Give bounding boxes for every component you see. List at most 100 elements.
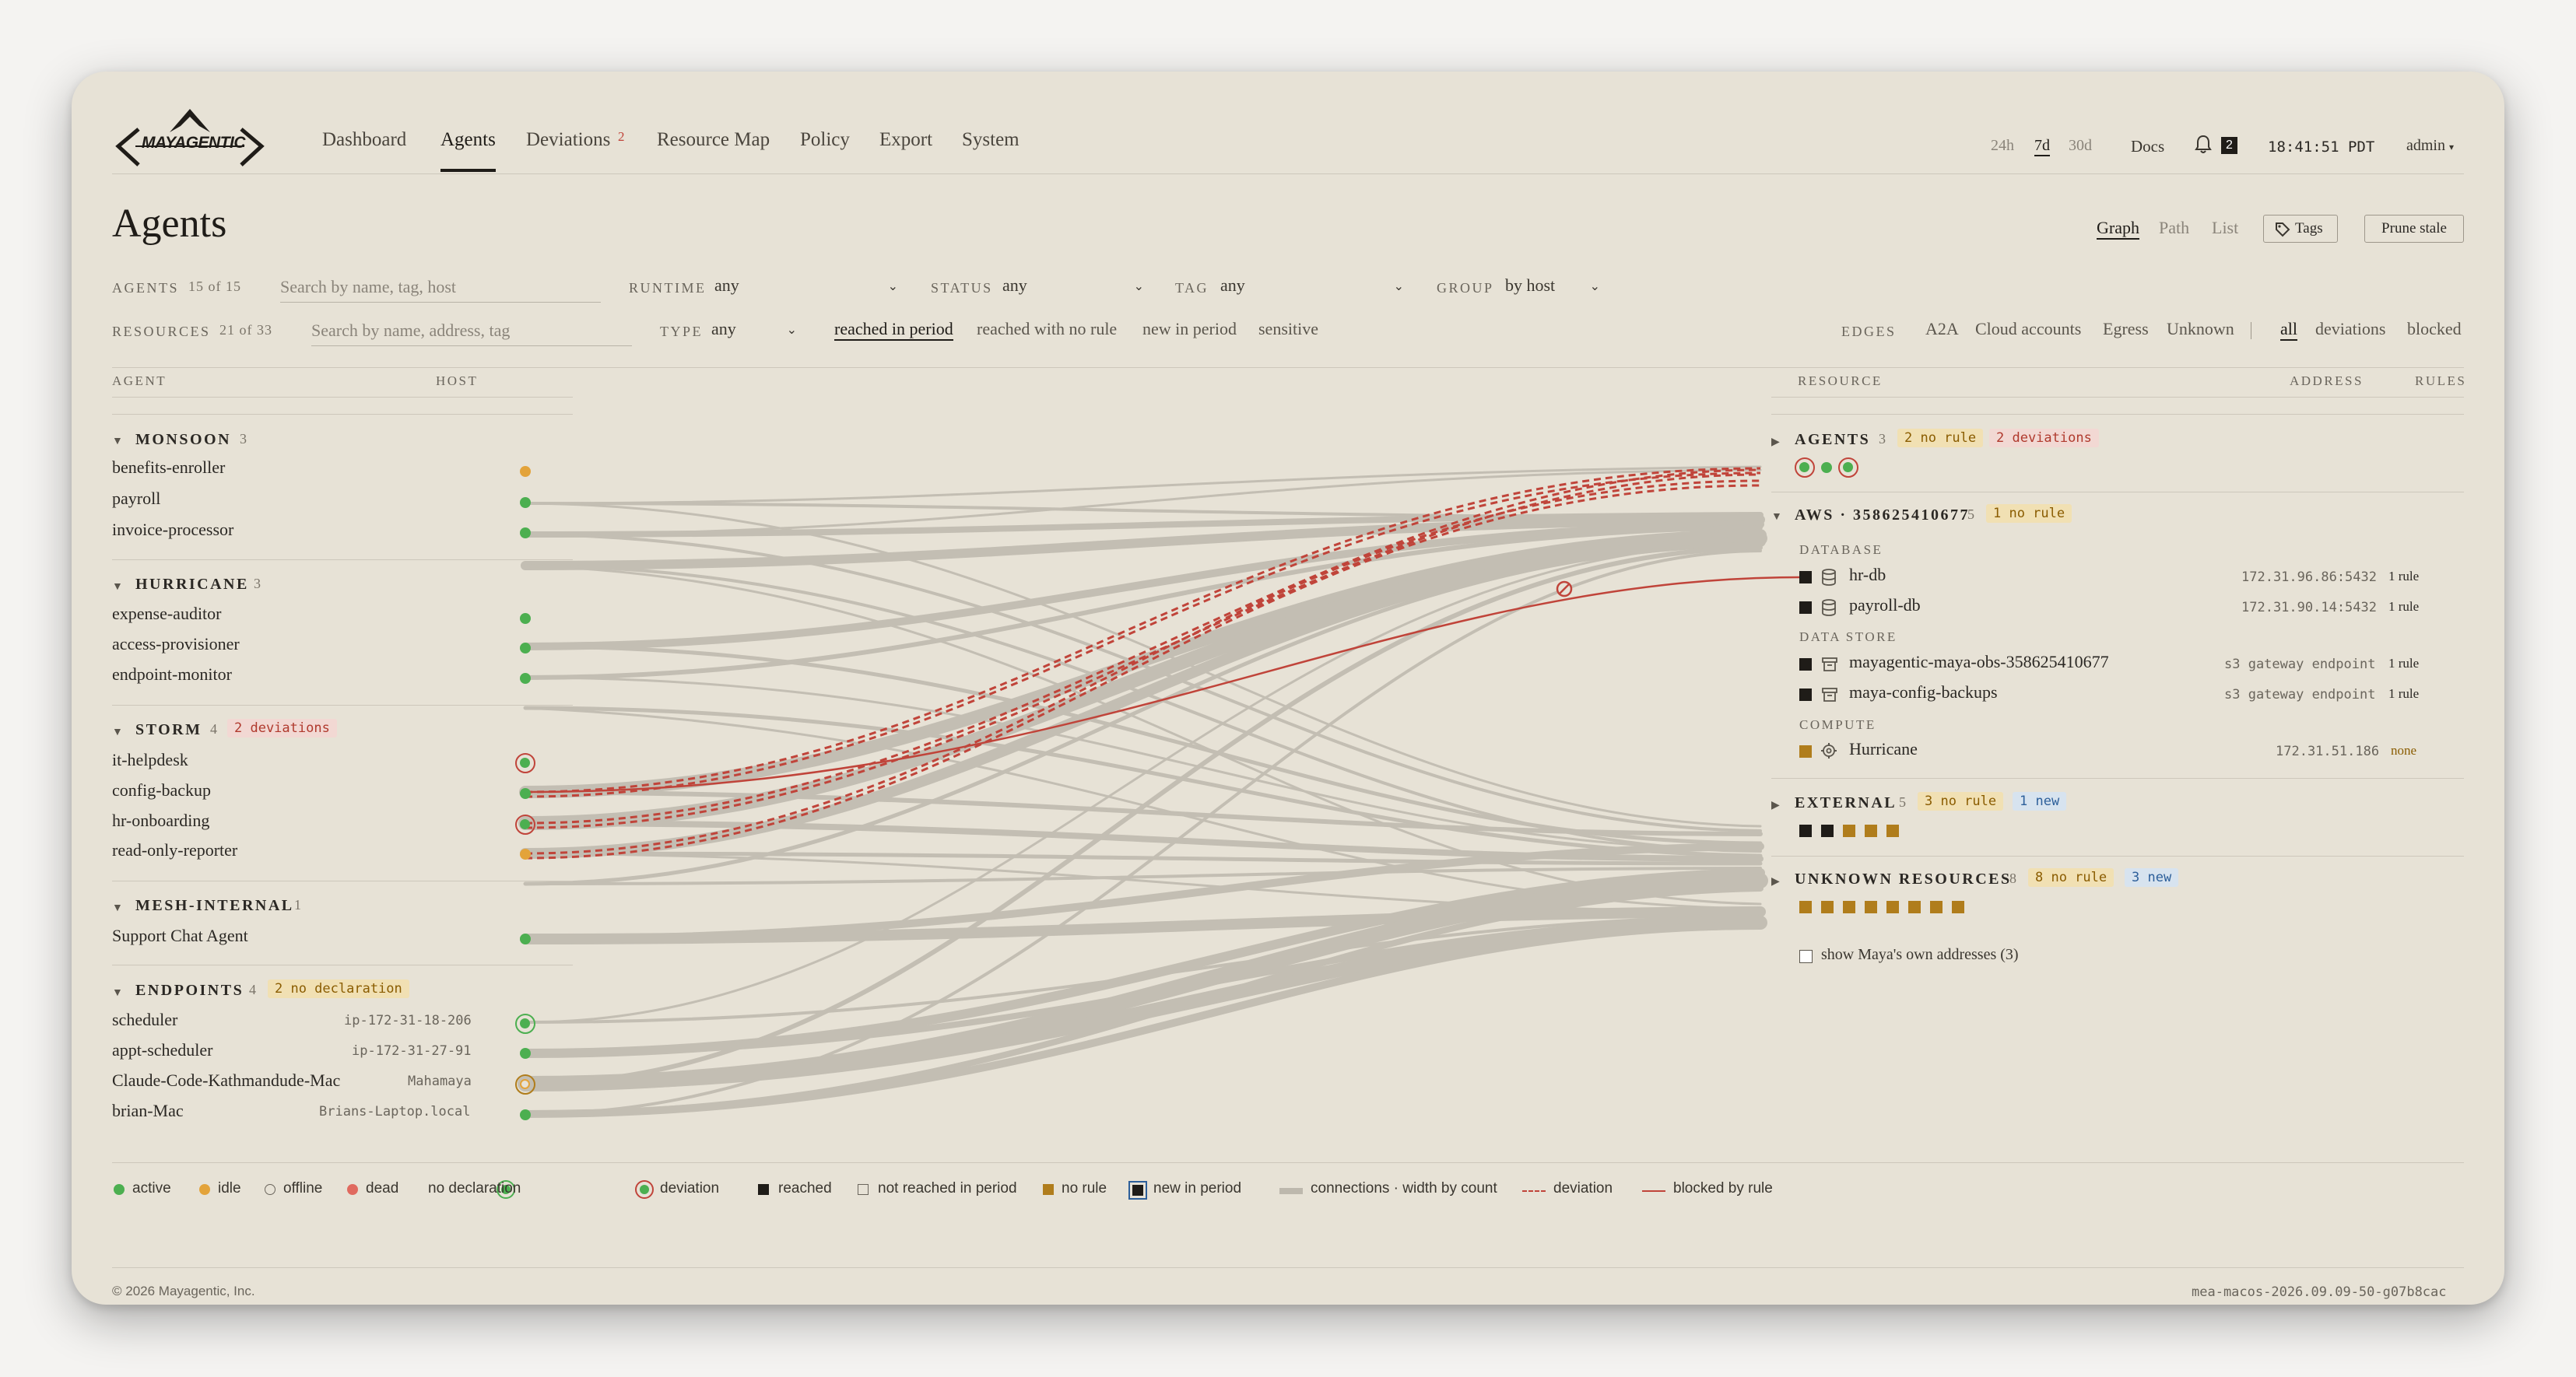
- status-active-dot: [520, 613, 531, 624]
- group-toggle-icon[interactable]: ▼: [112, 902, 123, 914]
- tab-reached-in-period[interactable]: reached in period: [834, 319, 953, 341]
- app-window: MAYAGENTIC Dashboard Agents Deviations 2…: [72, 72, 2504, 1305]
- agent-support-chat[interactable]: Support Chat Agent: [112, 926, 248, 945]
- agent-access-provisioner[interactable]: access-provisioner: [112, 634, 240, 653]
- group-toggle-icon[interactable]: ▼: [1771, 511, 1782, 523]
- legend-dead: dead: [366, 1180, 399, 1197]
- tag-select[interactable]: any ⌄: [1220, 275, 1404, 300]
- edge-type-unknown[interactable]: Unknown: [2167, 319, 2234, 338]
- tab-sensitive[interactable]: sensitive: [1258, 319, 1318, 338]
- agent-it-helpdesk[interactable]: it-helpdesk: [112, 750, 188, 769]
- reached-square: [1799, 688, 1812, 701]
- resource-maya-config-backups[interactable]: maya-config-backups: [1849, 682, 1998, 702]
- resource-maya-obs[interactable]: mayagentic-maya-obs-358625410677: [1849, 652, 2109, 671]
- legend-dead-dot: [347, 1184, 358, 1195]
- legend-idle-dot: [199, 1184, 210, 1195]
- edge-filter-blocked[interactable]: blocked: [2407, 319, 2462, 338]
- agent-scheduler[interactable]: scheduler: [112, 1010, 178, 1029]
- group-divider: [112, 705, 573, 706]
- time-range-7d[interactable]: 7d: [2034, 137, 2050, 156]
- no-rule-square: [1886, 901, 1899, 913]
- docs-link[interactable]: Docs: [2131, 137, 2165, 156]
- resource-hurricane[interactable]: Hurricane: [1849, 739, 1918, 759]
- resource-rules[interactable]: 1 rule: [2388, 656, 2420, 671]
- reached-square: [1821, 825, 1834, 837]
- tab-reached-no-rule[interactable]: reached with no rule: [977, 319, 1118, 338]
- agent-payroll[interactable]: payroll: [112, 489, 161, 508]
- nav-policy[interactable]: Policy: [800, 129, 850, 150]
- status-active-dot: [520, 1048, 531, 1059]
- resource-rules[interactable]: none: [2391, 743, 2417, 758]
- group-toggle-icon[interactable]: ▶: [1771, 800, 1780, 811]
- nav-dashboard[interactable]: Dashboard: [322, 129, 407, 150]
- agent-config-backup[interactable]: config-backup: [112, 780, 212, 800]
- group-count: 4: [210, 721, 218, 737]
- nav-agents[interactable]: Agents: [440, 129, 496, 150]
- view-path[interactable]: Path: [2159, 218, 2190, 237]
- resource-hr-db[interactable]: hr-db: [1849, 565, 1886, 584]
- group-toggle-icon[interactable]: ▼: [112, 581, 123, 593]
- no-rule-square: [1821, 901, 1834, 913]
- legend-no-declaration: no declaration: [428, 1180, 521, 1197]
- group-toggle-icon[interactable]: ▶: [1771, 876, 1780, 888]
- edge-type-egress[interactable]: Egress: [2103, 319, 2149, 338]
- show-own-addresses-checkbox[interactable]: [1799, 950, 1813, 963]
- edge-type-a2a[interactable]: A2A: [1925, 319, 1959, 338]
- edge-type-cloud-accounts[interactable]: Cloud accounts: [1975, 319, 2082, 338]
- agent-brian-mac[interactable]: brian-Mac: [112, 1101, 184, 1120]
- group-toggle-icon[interactable]: ▼: [112, 727, 123, 738]
- status-active-dot: [520, 497, 531, 508]
- legend-no-rule-square: [1043, 1184, 1054, 1195]
- show-own-addresses-label[interactable]: show Maya's own addresses (3): [1821, 946, 2019, 963]
- tab-new-in-period[interactable]: new in period: [1142, 319, 1237, 338]
- resources-search-input[interactable]: Search by name, address, tag: [311, 317, 632, 346]
- time-range-24h[interactable]: 24h: [1991, 137, 2014, 154]
- nav-export[interactable]: Export: [879, 129, 933, 150]
- resource-payroll-db[interactable]: payroll-db: [1849, 595, 1921, 615]
- status-select[interactable]: any ⌄: [1002, 275, 1144, 300]
- resource-address: 172.31.51.186: [2276, 744, 2380, 759]
- agent-endpoint-monitor[interactable]: endpoint-monitor: [112, 664, 232, 684]
- nav-system[interactable]: System: [962, 129, 1020, 150]
- agent-read-only-reporter[interactable]: read-only-reporter: [112, 840, 238, 860]
- resource-rules[interactable]: 1 rule: [2388, 599, 2420, 614]
- prune-stale-button[interactable]: Prune stale: [2364, 215, 2464, 243]
- nav-resource-map[interactable]: Resource Map: [657, 129, 770, 150]
- group-toggle-icon[interactable]: ▶: [1771, 436, 1780, 448]
- tags-button[interactable]: Tags: [2263, 215, 2338, 243]
- agent-claude-code-mac[interactable]: Claude-Code-Kathmandude-Mac: [112, 1070, 341, 1090]
- brand-logo[interactable]: MAYAGENTIC: [112, 100, 268, 174]
- nav-agents-underline: [440, 169, 496, 172]
- user-menu[interactable]: admin ▾: [2406, 137, 2454, 155]
- agents-search-input[interactable]: Search by name, tag, host: [280, 274, 601, 303]
- agent-appt-scheduler[interactable]: appt-scheduler: [112, 1040, 213, 1060]
- bell-icon[interactable]: [2195, 134, 2212, 154]
- runtime-select[interactable]: any ⌄: [714, 275, 898, 300]
- no-rule-badge: 1 no rule: [1986, 504, 2072, 523]
- agent-hr-onboarding[interactable]: hr-onboarding: [112, 811, 210, 830]
- status-deviation-ring: [515, 815, 535, 835]
- resources-filter-label: RESOURCES: [112, 324, 211, 339]
- legend-new: new in period: [1153, 1180, 1242, 1197]
- agent-expense-auditor[interactable]: expense-auditor: [112, 604, 222, 623]
- gear-icon: [1820, 742, 1837, 763]
- group-select[interactable]: by host ⌄: [1505, 275, 1600, 300]
- group-toggle-icon[interactable]: ▼: [112, 987, 123, 999]
- agent-invoice-processor[interactable]: invoice-processor: [112, 520, 234, 539]
- type-select[interactable]: any ⌄: [711, 319, 797, 344]
- edge-filter-deviations[interactable]: deviations: [2315, 319, 2386, 338]
- view-list[interactable]: List: [2212, 218, 2239, 237]
- resource-rules[interactable]: 1 rule: [2388, 686, 2420, 701]
- resource-rules[interactable]: 1 rule: [2388, 569, 2420, 583]
- agent-node-ring: [1795, 457, 1815, 478]
- chevron-down-icon: ⌄: [887, 280, 898, 293]
- status-label: STATUS: [931, 280, 993, 296]
- group-toggle-icon[interactable]: ▼: [112, 436, 123, 447]
- view-graph[interactable]: Graph: [2097, 218, 2139, 240]
- edge-filter-all[interactable]: all: [2280, 319, 2297, 341]
- time-range-30d[interactable]: 30d: [2069, 137, 2092, 154]
- nav-deviations[interactable]: Deviations: [526, 129, 611, 150]
- no-rule-square: [1799, 745, 1812, 758]
- chevron-down-icon: ⌄: [786, 324, 797, 337]
- agent-benefits-enroller[interactable]: benefits-enroller: [112, 457, 226, 477]
